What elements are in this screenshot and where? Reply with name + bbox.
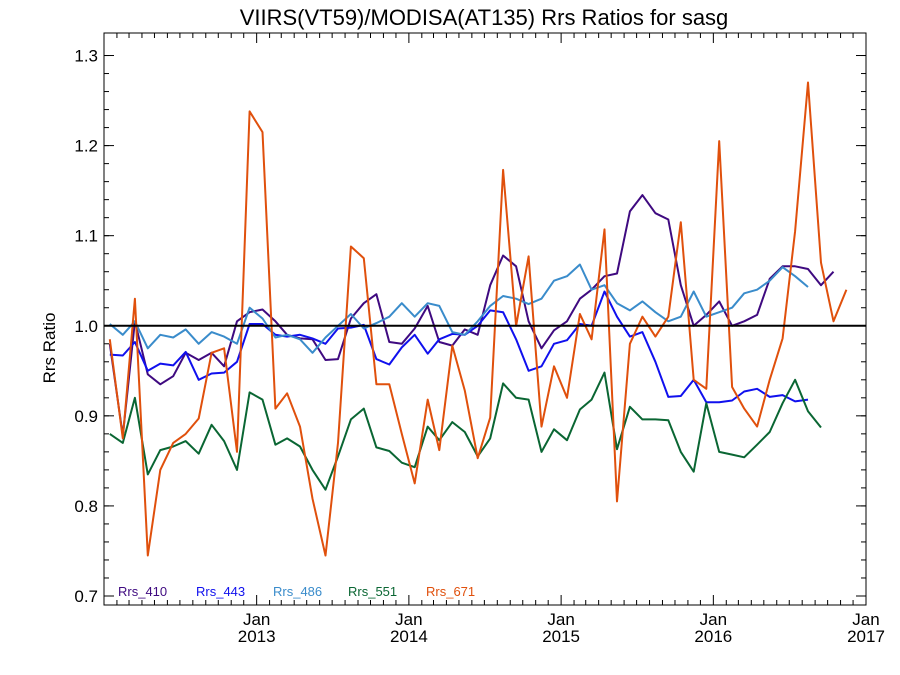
x-tick-label-year: 2016 [694,627,732,646]
series-line-rrs-671 [108,81,848,557]
x-tick-label-month: Jan [395,610,422,629]
series-lines [108,81,848,557]
legend-label-rrs-443: Rrs_443 [196,584,245,599]
legend-label-rrs-551: Rrs_551 [348,584,397,599]
x-tick-label-month: Jan [852,610,879,629]
plot-frame [103,32,867,606]
chart-title: VIIRS(VT59)/MODISA(AT135) Rrs Ratios for… [240,5,729,30]
x-tick-label-month: Jan [547,610,574,629]
x-tick-label-year: 2017 [847,627,885,646]
x-tick-label-year: 2014 [390,627,428,646]
y-tick-label: 1.0 [74,317,98,336]
legend: Rrs_410 Rrs_443 Rrs_486 Rrs_551 Rrs_671 [118,584,475,599]
x-tick-label-year: 2013 [238,627,276,646]
legend-label-rrs-410: Rrs_410 [118,584,167,599]
y-tick-label: 1.1 [74,227,98,246]
legend-label-rrs-671: Rrs_671 [426,584,475,599]
y-axis-label: Rrs Ratio [40,313,59,384]
y-tick-label: 0.9 [74,407,98,426]
legend-label-rrs-486: Rrs_486 [273,584,322,599]
y-tick-label: 0.8 [74,497,98,516]
x-tick-label-month: Jan [700,610,727,629]
y-axis: 0.7 0.8 0.9 1.0 1.1 1.2 1.3 [74,47,866,606]
y-tick-label: 1.3 [74,47,98,66]
y-tick-label: 1.2 [74,137,98,156]
x-tick-label-month: Jan [243,610,270,629]
y-tick-label: 0.7 [74,587,98,606]
x-tick-label-year: 2015 [542,627,580,646]
series-line-rrs-486 [109,263,809,354]
series-line-rrs-551 [109,371,822,491]
series-line-rrs-410 [108,194,835,437]
